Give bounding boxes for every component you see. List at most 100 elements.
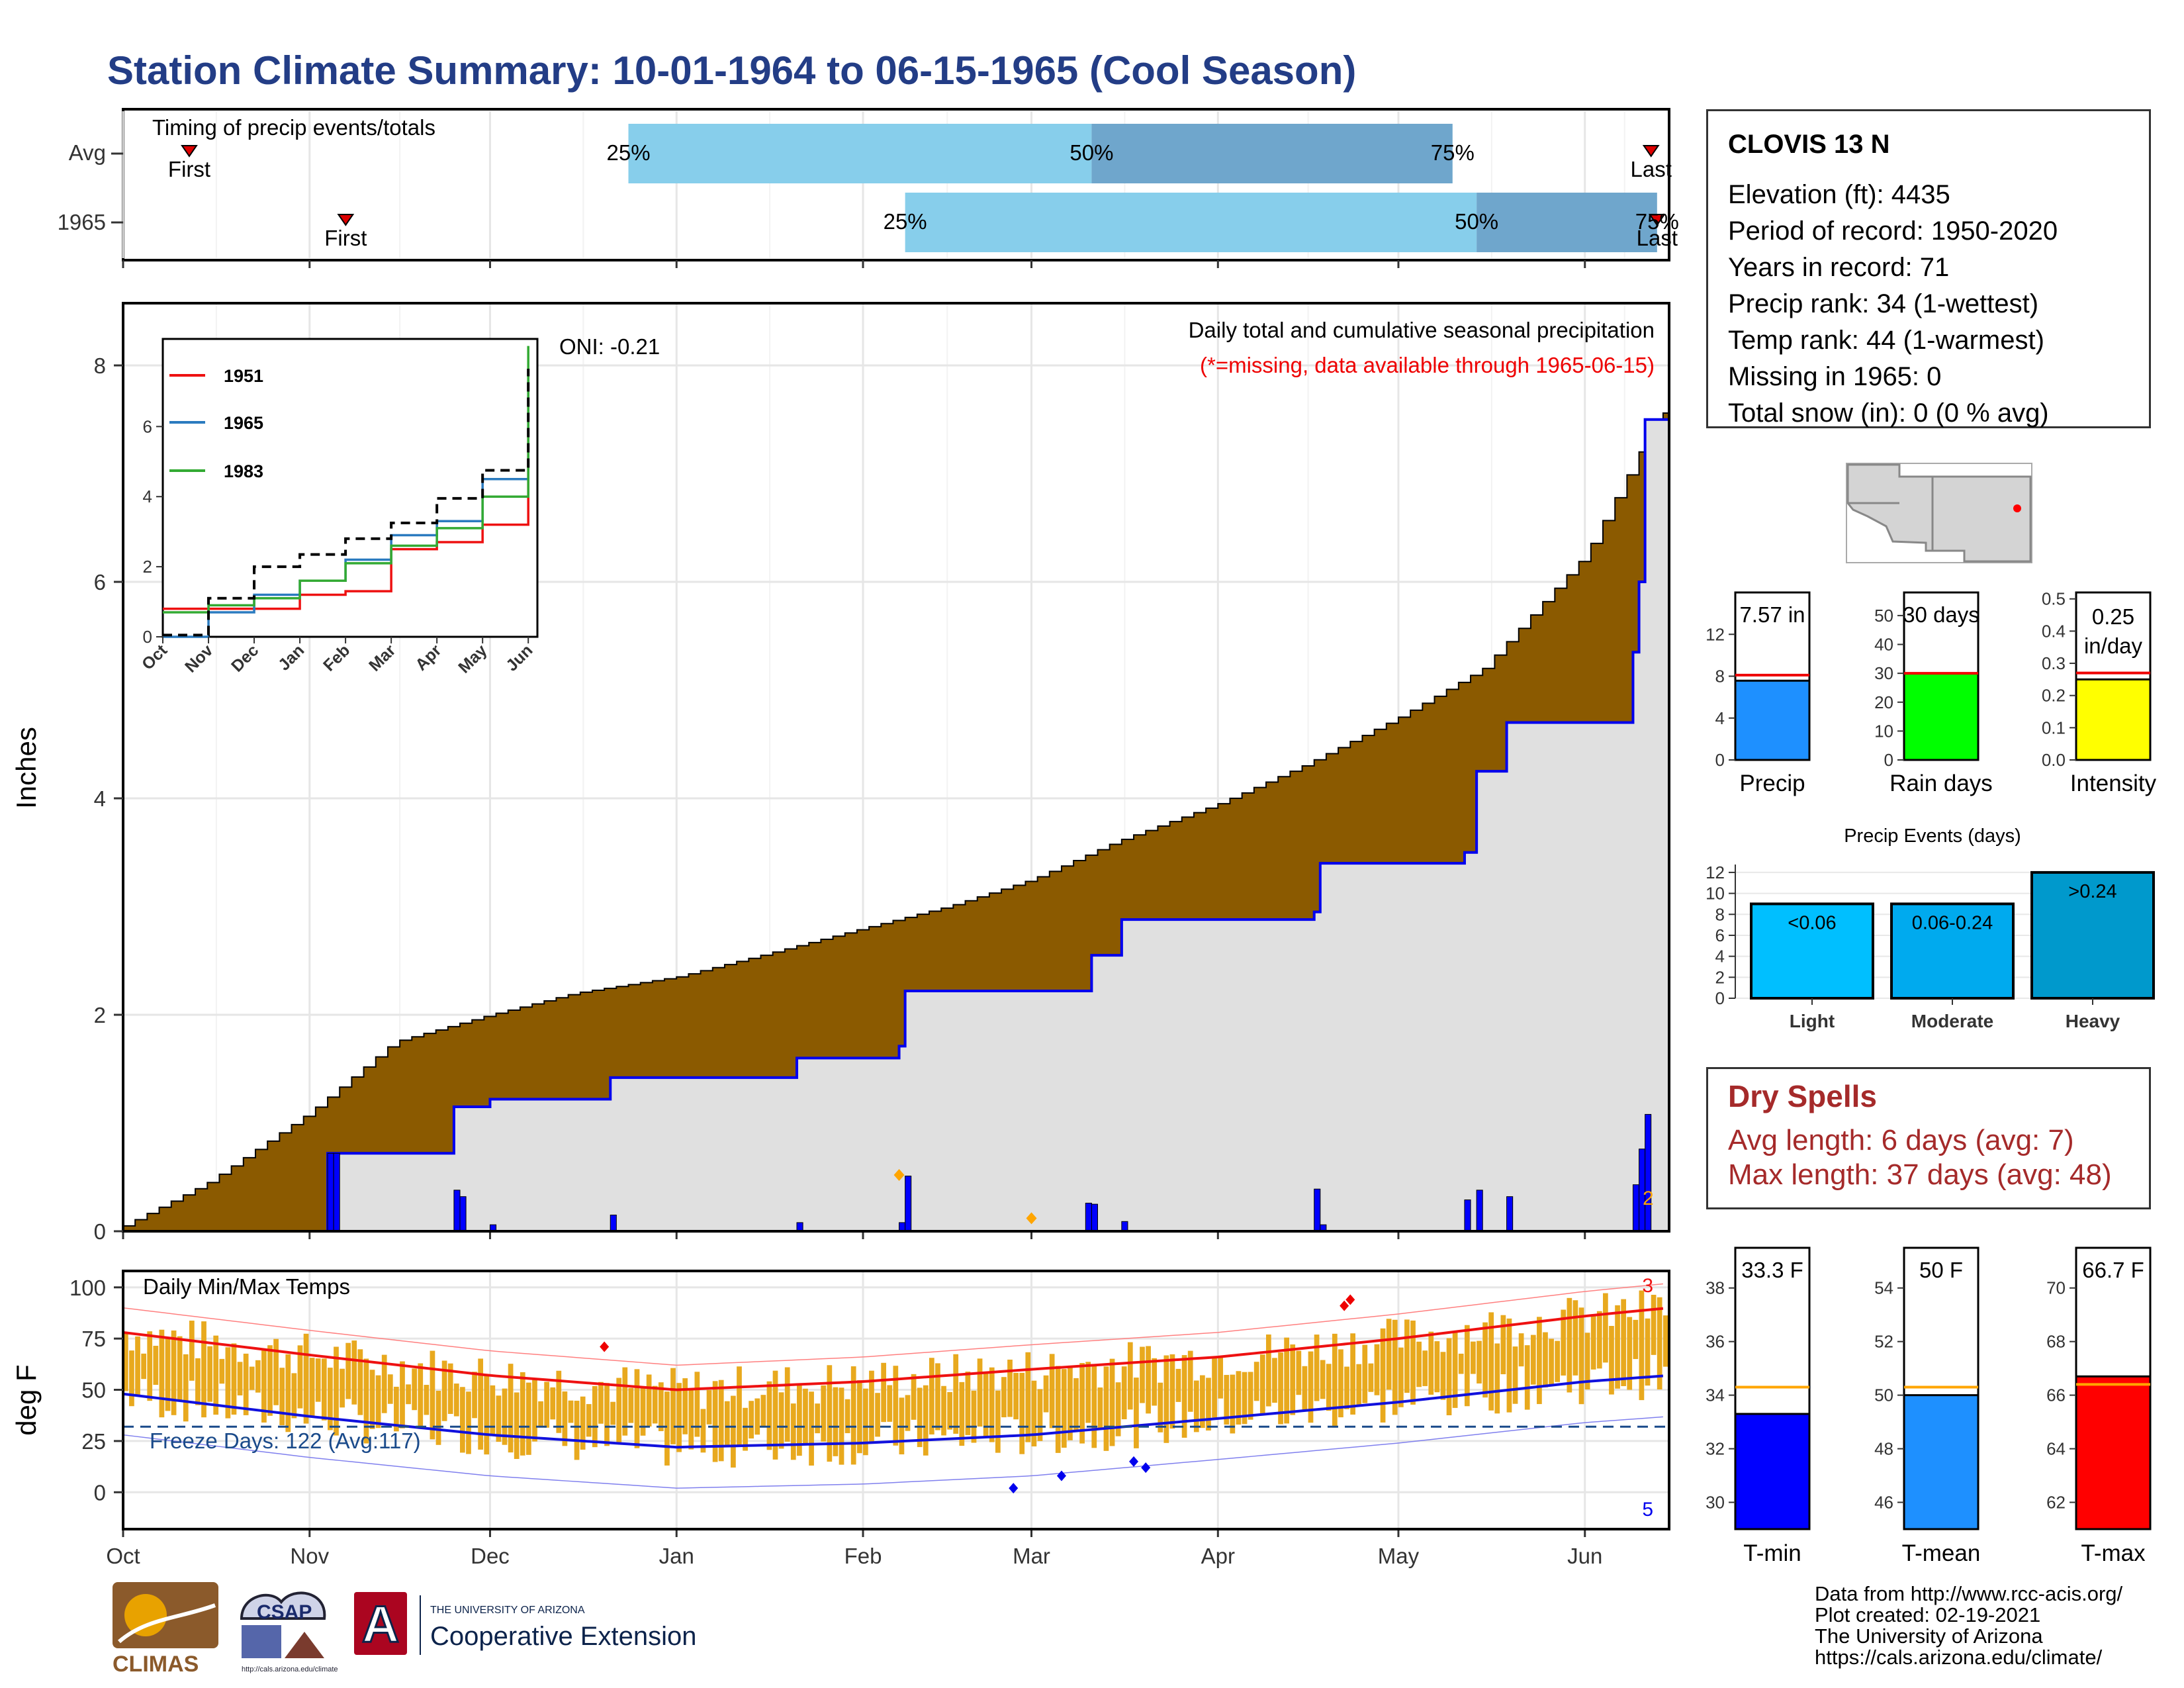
temp-day-bar (328, 1368, 333, 1430)
precip-missing-note: (*=missing, data available through 1965-… (1200, 353, 1655, 377)
temp-day-bar (971, 1390, 977, 1443)
temp-day-bar (977, 1358, 983, 1427)
temp-day-bar (544, 1382, 549, 1428)
temp-day-bar (580, 1396, 586, 1450)
summary-precip-panels: 0 4 8 12 7.57 in Precip 0 10 20 30 40 50 30 days Rain… (1706, 589, 2157, 796)
events-y-tick-label: 6 (1715, 925, 1725, 945)
inset-y-tick-label: 2 (143, 557, 152, 577)
record-temp-marker (1141, 1462, 1151, 1474)
inset-lines (163, 346, 530, 638)
inset-y-tick-label: 0 (143, 627, 152, 647)
temp-day-bar (261, 1350, 267, 1423)
temp-day-bar (760, 1395, 766, 1427)
temp-day-bar (453, 1383, 459, 1417)
temp-day-bar (1518, 1333, 1524, 1367)
temps-y-tick-label: 100 (69, 1276, 106, 1300)
record-temp-marker (1345, 1294, 1355, 1305)
temp-day-bar (640, 1387, 646, 1436)
temp-day-bar (1302, 1366, 1308, 1411)
summary-temp-y-tick-label: 54 (1874, 1278, 1893, 1298)
daily-precip-bar (905, 1176, 912, 1232)
temp-day-bar (1085, 1362, 1091, 1423)
temp-day-bar (1193, 1380, 1199, 1432)
temp-day-bar (1404, 1319, 1410, 1393)
temp-day-bar (598, 1382, 604, 1424)
events-title: Precip Events (days) (1844, 825, 2021, 847)
precip-y-tick-label: 4 (94, 786, 106, 811)
temp-day-bar (1639, 1290, 1645, 1401)
university-logo: A THE UNIVERSITY OF ARIZONA Cooperative … (354, 1592, 696, 1655)
credit-university: The University of Arizona (1815, 1624, 2043, 1648)
temp-day-bar (1621, 1299, 1627, 1386)
timing-1965-last-label: Last (1637, 226, 1678, 250)
summary-temp-y-tick-label: 36 (1706, 1332, 1725, 1352)
dry-spells-box: Dry Spells Avg length: 6 days (avg: 7) M… (1706, 1067, 2151, 1209)
temp-day-bar (1121, 1366, 1127, 1420)
temp-day-bar (712, 1381, 718, 1462)
temp-day-bar (1284, 1337, 1289, 1424)
temp-day-bar (502, 1388, 508, 1445)
timing-avg-q50-label: 50% (1069, 140, 1113, 165)
temps-y-axis: 0 25 50 75 100 (69, 1276, 123, 1505)
record-min-line (122, 1416, 1663, 1489)
summary-bar-intensity (2075, 678, 2152, 761)
temp-day-bar (1091, 1366, 1097, 1448)
timing-avg-bar-50-75 (1091, 124, 1453, 183)
temp-day-bar (1609, 1326, 1614, 1395)
record-temp-marker (1056, 1470, 1066, 1481)
inset-y-tick-label: 6 (143, 416, 152, 436)
temp-day-bar (815, 1403, 821, 1434)
temp-day-bar (724, 1401, 730, 1445)
temp-day-bar (574, 1401, 580, 1460)
temp-day-bar (562, 1391, 568, 1446)
temps-title: Daily Min/Max Temps (143, 1274, 350, 1299)
temp-day-bar (1446, 1338, 1452, 1415)
temp-day-bar (1374, 1344, 1380, 1395)
temp-day-bar (1662, 1315, 1668, 1367)
temp-day-bar (340, 1368, 345, 1408)
temp-day-bar (1236, 1371, 1242, 1425)
temp-day-bar (856, 1380, 862, 1454)
timing-title: Timing of precip events/totals (152, 115, 435, 140)
ua-logo-block (354, 1592, 407, 1655)
credit-data-source: Data from http://www.rcc-acis.org/ (1815, 1582, 2123, 1605)
summary-y-tick-label: 0.2 (2042, 686, 2066, 706)
dry-spells-title: Dry Spells (1728, 1079, 1877, 1113)
temp-day-bar (1068, 1368, 1073, 1440)
summary-y-tick-label: 0.3 (2042, 653, 2066, 673)
precip-y-label: Inches (11, 727, 42, 809)
station-name: CLOVIS 13 N (1728, 130, 1890, 159)
temp-day-bar (772, 1370, 778, 1460)
temp-day-bar (466, 1391, 471, 1454)
summary-panel-name-1: Rain days (1889, 771, 1993, 796)
temp-day-bar (381, 1354, 387, 1413)
ua-logo-big-text: Cooperative Extension (430, 1622, 696, 1651)
temp-day-bar (905, 1395, 911, 1431)
temp-day-bar (809, 1391, 814, 1466)
events-bar-label-1: 0.06-0.24 (1912, 912, 1993, 933)
summary-y-tick-label: 8 (1715, 667, 1725, 686)
events-y-tick-label: 12 (1706, 863, 1725, 882)
daily-precip-bar (1632, 1184, 1640, 1232)
events-bar-moderate (1890, 902, 2015, 1000)
temp-day-bar (1152, 1358, 1158, 1406)
temp-day-bar (1356, 1364, 1362, 1407)
temp-day-bar (652, 1385, 658, 1424)
month-label-dec: Dec (471, 1544, 510, 1568)
temp-day-bar (917, 1387, 923, 1448)
temp-day-bar (610, 1401, 615, 1425)
temps-lines (122, 1283, 1669, 1489)
temp-day-bar (1043, 1375, 1049, 1413)
temp-day-bar (706, 1389, 712, 1425)
temp-day-bar (778, 1392, 784, 1449)
month-label-feb: Feb (844, 1544, 882, 1568)
temp-day-bar (731, 1395, 736, 1468)
temp-day-bar (887, 1385, 893, 1422)
temp-day-bar (749, 1401, 754, 1439)
temp-day-bar (484, 1375, 490, 1455)
summary-bar-rain-days (1903, 672, 1979, 761)
summary-temp-value-label-2: 66.7 F (2082, 1258, 2144, 1282)
temp-day-bar (965, 1372, 971, 1435)
temp-day-bar (634, 1369, 640, 1448)
temps-y-label: deg F (11, 1364, 42, 1435)
